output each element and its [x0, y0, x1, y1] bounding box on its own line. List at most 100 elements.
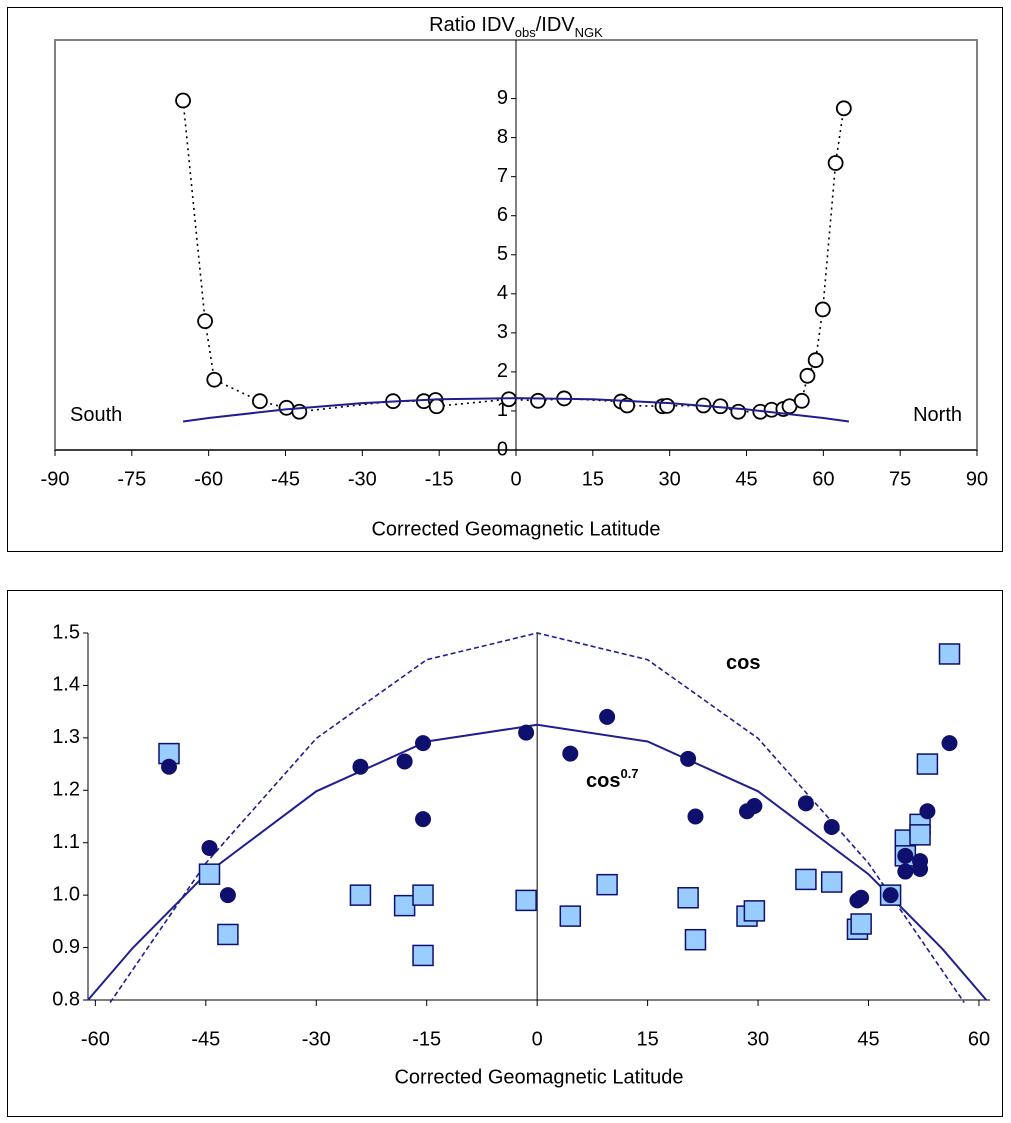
point: [219, 887, 236, 904]
point: [799, 367, 816, 384]
x-tick-label: -75: [117, 468, 146, 490]
y-tick-label: 9: [497, 87, 508, 109]
x-tick-label: 75: [889, 468, 911, 490]
point: [596, 873, 618, 896]
y-tick-label: 1.0: [52, 883, 80, 905]
x-tick-label: -60: [81, 1028, 110, 1050]
title-part: /IDV: [536, 14, 576, 36]
x-tick-label: 30: [747, 1028, 769, 1050]
x-tick-label: 60: [968, 1028, 990, 1050]
y-tick-label: 1.2: [52, 779, 80, 801]
y-tick-label: 6: [497, 204, 508, 226]
y-tick-label: 0.9: [52, 936, 80, 958]
point: [412, 884, 434, 906]
point: [941, 735, 958, 752]
point: [916, 753, 939, 775]
y-tick-label: 2: [497, 360, 508, 382]
point: [677, 887, 699, 909]
annotation-text: South: [70, 404, 122, 426]
point: [393, 894, 416, 917]
x-tick-label: -30: [348, 468, 377, 490]
y-tick-label: 1.1: [52, 831, 80, 853]
point: [415, 811, 432, 828]
y-tick-label: 8: [497, 126, 508, 148]
chart-frame: [7, 7, 1003, 552]
y-tick-label: 0.8: [52, 988, 80, 1010]
chart-title: Ratio IDVobs/IDVNGK: [429, 14, 603, 40]
point: [912, 860, 929, 877]
annotation: South: [70, 404, 122, 426]
x-tick-label: -15: [412, 1028, 441, 1050]
x-tick-label: 30: [659, 468, 681, 490]
x-axis-label: Corrected Geomagnetic Latitude: [394, 1066, 683, 1088]
point: [530, 392, 546, 409]
x-tick-label: -45: [271, 468, 300, 490]
point: [197, 313, 213, 330]
point: [160, 758, 177, 775]
point: [349, 884, 372, 906]
point: [793, 392, 810, 409]
x-tick-label: -45: [191, 1028, 220, 1050]
title-part: NGK: [575, 25, 604, 40]
x-tick-label: -30: [302, 1028, 331, 1050]
annotation-text: cos: [586, 770, 620, 792]
point: [291, 403, 308, 420]
point: [820, 871, 843, 893]
y-tick-label: 1.4: [52, 674, 80, 696]
point: [853, 889, 870, 906]
point: [251, 393, 268, 410]
point: [684, 928, 707, 951]
point: [746, 798, 763, 815]
point: [882, 887, 899, 904]
x-tick-label: -15: [425, 468, 454, 490]
x-tick-label: 0: [532, 1028, 543, 1050]
point: [201, 839, 218, 856]
x-tick-label: 15: [636, 1028, 658, 1050]
point: [415, 735, 432, 752]
point: [743, 900, 766, 922]
point: [515, 889, 537, 912]
x-axis-label: Corrected Geomagnetic Latitude: [371, 518, 660, 540]
point: [278, 399, 295, 416]
x-tick-label: 45: [857, 1028, 879, 1050]
y-tick-label: 4: [497, 282, 508, 304]
point: [823, 818, 840, 835]
point: [797, 795, 814, 812]
x-tick-label: -90: [41, 468, 70, 490]
annotation: cos0.7: [586, 766, 639, 792]
annotation-sup: 0.7: [620, 766, 638, 781]
point: [412, 944, 434, 967]
y-tick-label: 1: [497, 399, 508, 421]
x-tick-label: -60: [194, 468, 223, 490]
point: [919, 803, 936, 820]
point: [897, 863, 914, 880]
point: [518, 724, 535, 741]
point: [835, 100, 852, 117]
chart-frame: [7, 590, 1003, 1117]
point: [559, 905, 582, 927]
point: [897, 847, 914, 864]
point: [795, 868, 817, 891]
series-line: [182, 397, 850, 423]
point: [659, 397, 676, 414]
y-tick-label: 1.5: [52, 621, 80, 643]
point: [562, 745, 579, 762]
point: [175, 92, 191, 109]
point: [206, 371, 223, 388]
point: [814, 301, 831, 318]
x-tick-label: 45: [735, 468, 757, 490]
annotation: cos: [726, 652, 760, 674]
point: [909, 824, 931, 846]
point: [428, 398, 445, 415]
x-tick-label: 0: [510, 468, 521, 490]
point: [687, 808, 704, 825]
point: [352, 758, 369, 775]
annotation: North: [913, 404, 962, 426]
title-part: obs: [515, 25, 536, 40]
title-part: Ratio IDV: [429, 14, 515, 36]
point: [730, 403, 747, 420]
point: [599, 708, 616, 725]
x-tick-label: 15: [582, 468, 604, 490]
x-tick-label: 90: [966, 468, 988, 490]
